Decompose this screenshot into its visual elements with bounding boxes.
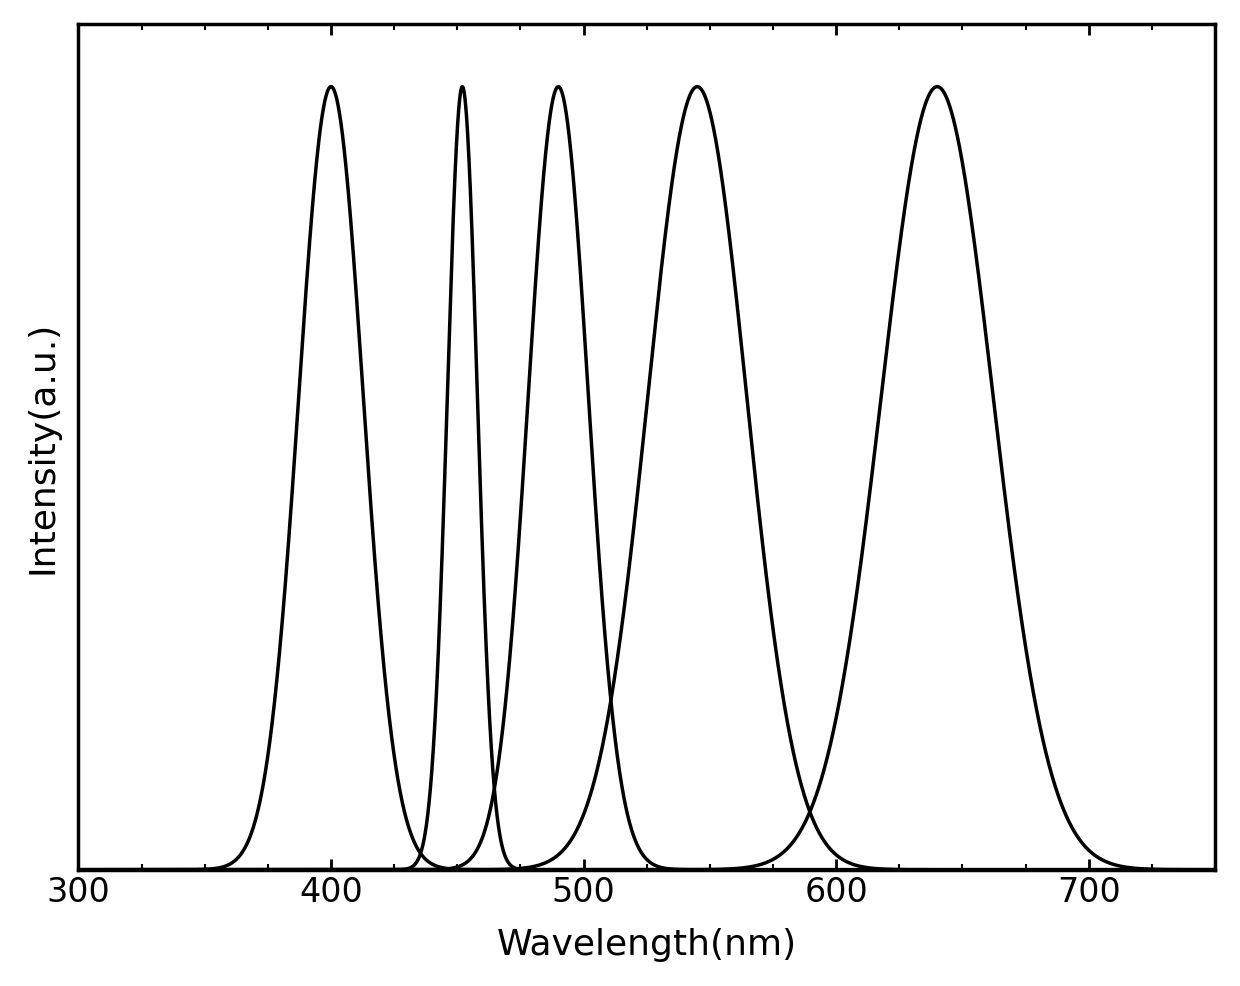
Y-axis label: Intensity(a.u.): Intensity(a.u.) xyxy=(25,320,60,574)
X-axis label: Wavelength(nm): Wavelength(nm) xyxy=(497,927,797,961)
